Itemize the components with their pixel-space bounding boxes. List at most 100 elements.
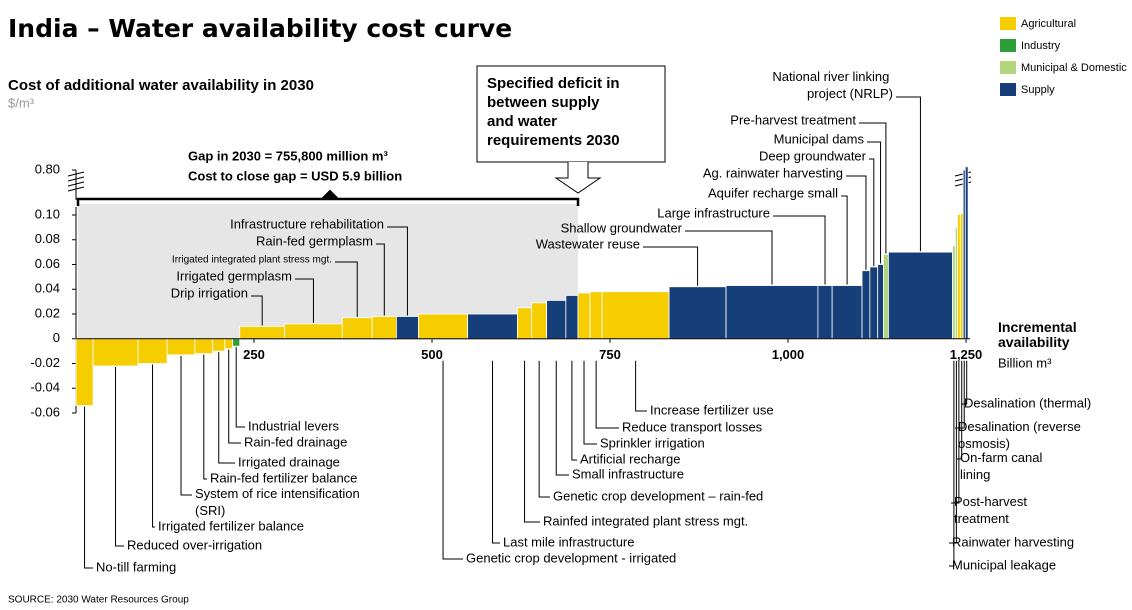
callout-text: between supply (487, 94, 600, 111)
bar-label: Increase fertilizer use (650, 402, 774, 417)
leader-line (228, 349, 241, 444)
bar-label: Aquifer recharge small (708, 185, 838, 200)
bar (418, 313, 468, 340)
bracket-notch (321, 189, 339, 200)
bar (546, 299, 567, 340)
leader-line (635, 360, 647, 412)
legend-swatch (1000, 17, 1016, 30)
leader-line (773, 215, 826, 285)
chart-title: India – Water availability cost curve (8, 14, 512, 43)
bar-label: Reduced over-irrigation (127, 537, 262, 552)
leader-line (376, 243, 385, 316)
bar-label: Shallow groundwater (561, 220, 683, 235)
x-tick-label: 500 (421, 347, 443, 362)
y-tick-label: 0.80 (35, 161, 60, 176)
leader-line (951, 360, 960, 504)
bar (531, 302, 548, 340)
bar (725, 285, 819, 340)
gap-text: Gap in 2030 = 755,800 million m³ (188, 148, 388, 163)
bar (341, 317, 373, 340)
bar-label: Deep groundwater (759, 148, 867, 163)
leader-line (180, 355, 192, 496)
y-tick-label: 0.06 (35, 256, 60, 271)
leader-line (957, 360, 963, 460)
x-axis-unit: Billion m³ (998, 355, 1052, 370)
y-tick-label: 0.02 (35, 305, 60, 320)
bar-label: Drip irrigation (171, 285, 248, 300)
bar-label: Large infrastructure (657, 205, 770, 220)
bar (166, 338, 196, 356)
legend-label: Industry (1021, 40, 1061, 52)
leader-line (949, 360, 955, 567)
bar-label: Irrigated drainage (238, 454, 340, 469)
leader-line (961, 360, 968, 405)
bar (212, 338, 226, 352)
callout-box (476, 65, 666, 163)
bar (92, 338, 139, 367)
bar-label: National river linking project (NRLP) (772, 69, 893, 101)
legend-swatch (1000, 61, 1016, 74)
leader-line (846, 175, 867, 270)
bar-label: Municipal dams (774, 131, 865, 146)
leader-line (84, 406, 93, 569)
x-tick-label: 1,250 (950, 347, 983, 362)
leader-line (595, 360, 619, 429)
bar-label: Industrial levers (248, 418, 340, 433)
legend-label: Agricultural (1021, 18, 1076, 30)
bar-label: Pre-harvest treatment (730, 112, 856, 127)
bar-label: Irrigated integrated plant stress mgt. (172, 255, 332, 266)
bar (887, 251, 953, 340)
leader-line (235, 347, 245, 428)
leader-line (115, 366, 124, 547)
leader-line (896, 96, 921, 252)
leader-line (555, 360, 569, 476)
leader-line (251, 295, 263, 326)
bar (517, 307, 533, 340)
bar (371, 316, 397, 340)
bar-label: Last mile infrastructure (503, 534, 635, 549)
leader-line (295, 278, 314, 323)
bar (224, 338, 234, 350)
x-axis-label: Incremental availability (998, 319, 1080, 350)
bar (668, 286, 727, 340)
bar-label: Desalination (thermal) (964, 395, 1091, 410)
callout-arrow (554, 162, 602, 194)
bar (395, 316, 419, 340)
y-tick-label: -0.06 (30, 404, 60, 419)
bar-label: System of rice intensification (SRI) (195, 486, 363, 518)
bar (565, 295, 579, 340)
y-tick-label: 0 (53, 330, 60, 345)
x-tick-label: 1,000 (772, 347, 805, 362)
leader-line (583, 360, 597, 445)
bar-label: Rain-fed germplasm (256, 233, 373, 248)
leader-line (571, 360, 577, 461)
bar (957, 213, 961, 340)
bar (861, 270, 871, 340)
axis-break (67, 170, 85, 200)
leader-line (859, 122, 887, 254)
bar (959, 213, 964, 340)
bar (194, 338, 214, 355)
bar (869, 266, 879, 340)
gap-text: Cost to close gap = USD 5.9 billion (188, 168, 402, 183)
bar (75, 338, 94, 406)
bar (467, 313, 518, 340)
leader-line (203, 354, 207, 480)
leader-line (949, 360, 957, 544)
x-tick-label: 750 (599, 347, 621, 362)
y-tick-label: -0.04 (30, 380, 60, 395)
bar (577, 292, 591, 340)
bar-label: Irrigated germplasm (176, 268, 292, 283)
bar (601, 291, 670, 340)
bar-label: Infrastructure rehabilitation (230, 216, 384, 231)
bar (831, 285, 863, 340)
subtitle: Cost of additional water availability in… (8, 77, 314, 94)
bar-label: Rain-fed drainage (244, 434, 347, 449)
legend-label: Municipal & Domestic (1021, 62, 1127, 74)
bar-label: Genetic crop development – rain-fed (553, 488, 763, 503)
callout-text: requirements 2030 (487, 132, 620, 149)
bar-label: Irrigated fertilizer balance (158, 518, 304, 533)
legend-label: Supply (1021, 84, 1055, 96)
y-unit: $/m³ (8, 95, 35, 110)
